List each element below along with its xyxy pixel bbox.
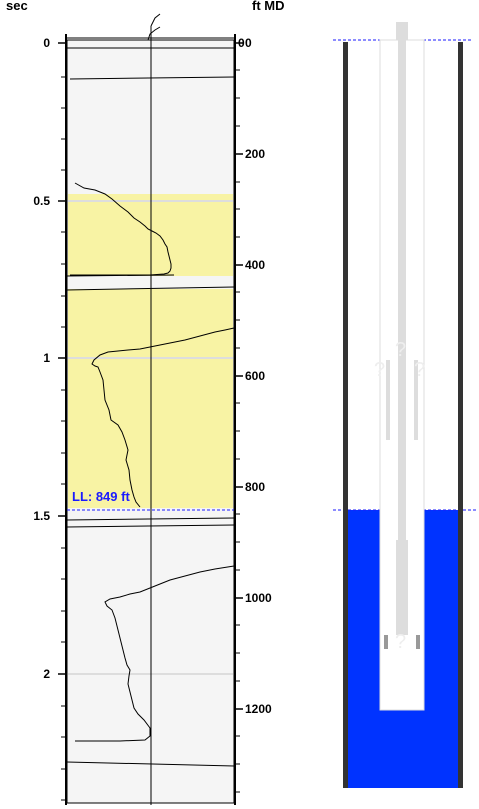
time-tick-label: 0.5 <box>33 194 50 208</box>
depth-tick-label: 400 <box>245 258 265 272</box>
time-tick-label: 1 <box>43 351 50 365</box>
unknown-marker: ? <box>395 631 406 653</box>
acoustic-trace-top <box>151 14 160 26</box>
unknown-marker: ? <box>374 359 385 381</box>
pump-seat-left <box>384 635 388 649</box>
depth-axis: 0 0 200 400 600 800 1000 1200 <box>235 34 272 805</box>
depth-tick-label: 1200 <box>245 702 272 716</box>
depth-tick-label: 0 <box>238 36 245 50</box>
casing-wall-left <box>343 42 348 788</box>
time-tick-label: 2 <box>43 667 50 681</box>
pump-seat-right <box>416 635 420 649</box>
time-tick-label: 1.5 <box>33 509 50 523</box>
acoustic-trace-panel <box>67 14 234 805</box>
depth-tick-label: 0 <box>245 36 252 50</box>
depth-axis-unit-label: ft MD <box>252 0 285 13</box>
unknown-marker: ? <box>395 339 406 361</box>
time-tick-label: 0 <box>43 36 50 50</box>
wellbore-diagram: ? ? ? ? <box>333 22 477 788</box>
tubing-anchor-left <box>386 360 390 440</box>
polished-rod <box>396 22 408 40</box>
rod-string <box>398 40 406 540</box>
liquid-level-label: LL: 849 ft <box>72 489 130 504</box>
depth-tick-label: 1000 <box>245 591 272 605</box>
pump-barrel <box>396 540 408 635</box>
casing-wall-right <box>458 42 463 788</box>
unknown-marker: ? <box>414 359 425 381</box>
depth-axis-major-ticks <box>235 43 243 709</box>
time-axis-unit-label: sec <box>6 0 28 13</box>
time-axis: 0 0.5 1 1.5 2 <box>33 34 66 805</box>
depth-tick-label: 200 <box>245 147 265 161</box>
depth-tick-label: 600 <box>245 369 265 383</box>
depth-tick-label: 800 <box>245 480 265 494</box>
